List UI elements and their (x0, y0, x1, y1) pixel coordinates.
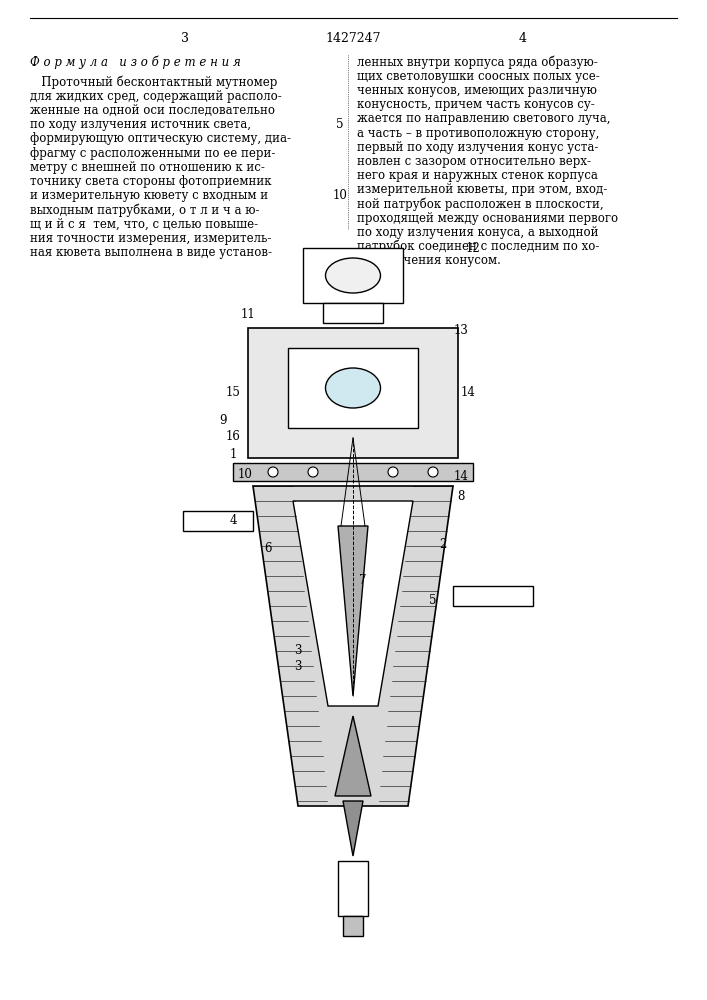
Text: 7: 7 (359, 574, 367, 586)
Circle shape (308, 467, 318, 477)
Polygon shape (338, 526, 368, 696)
Text: 12: 12 (466, 241, 480, 254)
Text: 1: 1 (229, 448, 237, 462)
Text: 15: 15 (226, 385, 240, 398)
Text: новлен с зазором относительно верх-: новлен с зазором относительно верх- (357, 155, 591, 168)
Text: 10: 10 (332, 189, 347, 202)
Text: формирующую оптическую систему, диа-: формирующую оптическую систему, диа- (30, 132, 291, 145)
Text: 14: 14 (460, 386, 475, 399)
Text: ченных конусов, имеющих различную: ченных конусов, имеющих различную (357, 84, 597, 97)
Text: 1427247: 1427247 (325, 31, 381, 44)
Text: жается по направлению светового луча,: жается по направлению светового луча, (357, 112, 611, 125)
Text: 2: 2 (439, 538, 447, 552)
Text: 13: 13 (454, 324, 469, 336)
Text: 11: 11 (240, 308, 255, 322)
Text: 6: 6 (264, 542, 271, 554)
Text: измерительной кюветы, при этом, вход-: измерительной кюветы, при этом, вход- (357, 183, 607, 196)
Text: патрубок соединен с последним по хо-: патрубок соединен с последним по хо- (357, 240, 600, 253)
Text: фрагму с расположенными по ее пери-: фрагму с расположенными по ее пери- (30, 146, 275, 159)
Circle shape (428, 467, 438, 477)
Bar (453, 586, 533, 606)
Ellipse shape (325, 368, 380, 408)
Polygon shape (343, 801, 363, 856)
Text: конусность, причем часть конусов су-: конусность, причем часть конусов су- (357, 98, 595, 111)
Text: ленных внутри корпуса ряда образую-: ленных внутри корпуса ряда образую- (357, 55, 597, 69)
Circle shape (388, 467, 398, 477)
Text: по ходу излучения конуса, а выходной: по ходу излучения конуса, а выходной (357, 226, 599, 239)
Text: Проточный бесконтактный мутномер: Проточный бесконтактный мутномер (30, 75, 277, 89)
Bar (323, 303, 383, 323)
Bar (248, 328, 458, 458)
Text: точнику света стороны фотоприемник: точнику света стороны фотоприемник (30, 175, 271, 188)
Text: ная кювета выполнена в виде установ-: ная кювета выполнена в виде установ- (30, 246, 272, 259)
Bar (233, 463, 473, 481)
Text: 4: 4 (229, 514, 237, 526)
Text: ду излучения конусом.: ду излучения конусом. (357, 254, 501, 267)
Text: женные на одной оси последовательно: женные на одной оси последовательно (30, 104, 275, 117)
Bar (183, 511, 253, 531)
Text: первый по ходу излучения конус уста-: первый по ходу излучения конус уста- (357, 141, 598, 154)
Text: и измерительную кювету с входным и: и измерительную кювету с входным и (30, 189, 268, 202)
Text: ния точности измерения, измеритель-: ния точности измерения, измеритель- (30, 232, 271, 245)
Text: 10: 10 (238, 468, 252, 482)
Bar (343, 916, 363, 936)
Text: ной патрубок расположен в плоскости,: ной патрубок расположен в плоскости, (357, 197, 604, 211)
Text: а часть – в противоположную сторону,: а часть – в противоположную сторону, (357, 126, 600, 139)
Bar (303, 248, 403, 303)
Text: 4: 4 (519, 31, 527, 44)
Text: щих светоловушки соосных полых усе-: щих светоловушки соосных полых усе- (357, 70, 600, 83)
Text: 8: 8 (457, 490, 464, 504)
Text: 3: 3 (294, 660, 302, 672)
Text: 3: 3 (181, 31, 189, 44)
Ellipse shape (325, 258, 380, 293)
Text: 14: 14 (454, 471, 469, 484)
Text: метру с внешней по отношению к ис-: метру с внешней по отношению к ис- (30, 161, 265, 174)
Text: него края и наружных стенок корпуса: него края и наружных стенок корпуса (357, 169, 598, 182)
Text: выходным патрубками, о т л и ч а ю-: выходным патрубками, о т л и ч а ю- (30, 203, 259, 217)
Text: для жидких сред, содержащий располо-: для жидких сред, содержащий располо- (30, 90, 282, 103)
Polygon shape (253, 486, 453, 806)
Text: 3: 3 (294, 644, 302, 656)
Polygon shape (293, 501, 413, 706)
Text: по ходу излучения источник света,: по ходу излучения источник света, (30, 118, 251, 131)
Text: 5: 5 (337, 118, 344, 131)
Text: 5: 5 (429, 593, 437, 606)
Text: 16: 16 (226, 430, 240, 444)
Bar (338, 861, 368, 916)
Text: Ф о р м у л а   и з о б р е т е н и я: Ф о р м у л а и з о б р е т е н и я (30, 55, 241, 69)
Text: проходящей между основаниями первого: проходящей между основаниями первого (357, 212, 618, 225)
Polygon shape (335, 716, 371, 796)
Text: щ и й с я  тем, что, с целью повыше-: щ и й с я тем, что, с целью повыше- (30, 218, 258, 231)
Circle shape (268, 467, 278, 477)
Text: 9: 9 (219, 414, 227, 426)
Bar (288, 348, 418, 428)
